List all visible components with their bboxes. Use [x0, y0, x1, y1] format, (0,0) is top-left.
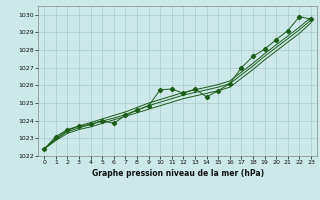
X-axis label: Graphe pression niveau de la mer (hPa): Graphe pression niveau de la mer (hPa) [92, 169, 264, 178]
